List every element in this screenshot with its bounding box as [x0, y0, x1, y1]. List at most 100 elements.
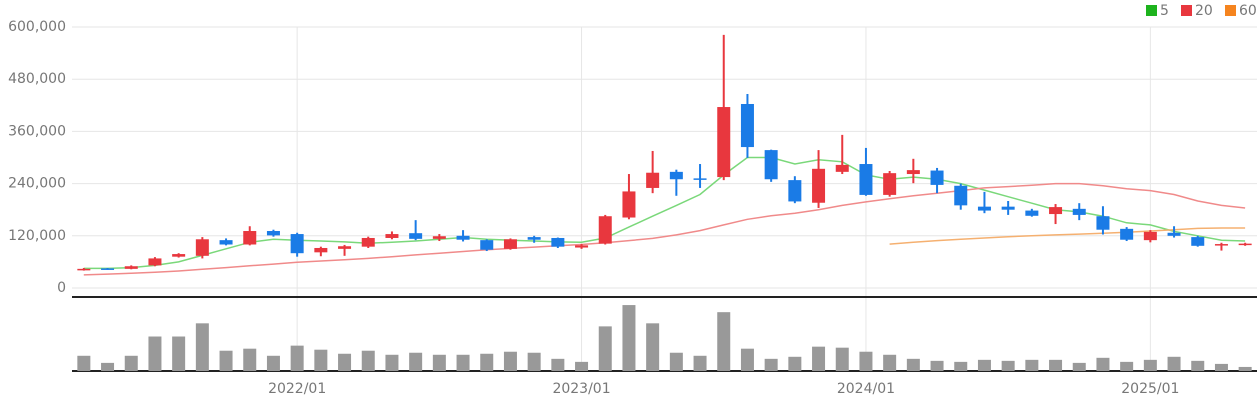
volume-bar — [1096, 357, 1110, 371]
candle-body — [575, 245, 589, 248]
volume-bar — [77, 355, 91, 371]
candle-body — [338, 246, 352, 249]
volume-bar — [812, 346, 826, 371]
candle-body — [219, 240, 233, 245]
volume-bar — [385, 354, 399, 371]
candle-body — [859, 164, 873, 195]
y-tick-label: 0 — [57, 280, 66, 296]
volume-bar — [148, 336, 162, 371]
volume-bar — [1191, 360, 1205, 371]
volume-bar — [219, 350, 233, 371]
legend-label: 20 — [1195, 3, 1213, 19]
ma-line — [83, 182, 1246, 276]
volume-bar — [432, 354, 446, 371]
candle-body — [1120, 228, 1134, 240]
volume-bar — [1167, 356, 1181, 371]
candle-body — [432, 236, 446, 239]
volume-bar — [456, 354, 470, 371]
candle-body — [598, 216, 612, 244]
candle-body — [1214, 244, 1228, 246]
candle-body — [977, 206, 991, 211]
y-tick-label: 120,000 — [8, 228, 66, 244]
volume-bar — [906, 358, 920, 371]
x-tick-label: 2025/01 — [1121, 381, 1179, 397]
candle-body — [503, 239, 517, 249]
volume-bar — [669, 352, 683, 371]
volume-bar — [954, 361, 968, 371]
volume-bar — [503, 351, 517, 371]
candle-body — [314, 247, 328, 253]
candle-body — [1025, 210, 1039, 216]
volume-bar — [124, 355, 138, 371]
legend-swatch — [1225, 5, 1236, 16]
volume-bar — [622, 305, 636, 371]
candle-body — [1096, 216, 1110, 230]
volume-bar — [598, 326, 612, 371]
candle-body — [788, 180, 802, 202]
volume-bar — [1072, 362, 1086, 371]
candle-body — [906, 170, 920, 175]
volume-bar — [883, 354, 897, 371]
candle-body — [195, 239, 209, 256]
candle-body — [290, 234, 304, 254]
candle-body — [527, 237, 541, 240]
candle-body — [101, 268, 115, 270]
candle-body — [480, 240, 494, 250]
x-tick-label: 2023/01 — [552, 381, 610, 397]
ma-line — [889, 227, 1246, 245]
legend-swatch — [1181, 5, 1192, 16]
x-tick-label: 2022/01 — [268, 381, 326, 397]
candle-body — [883, 173, 897, 195]
volume-bar — [1025, 359, 1039, 371]
volume-bar — [788, 356, 802, 371]
candle-body — [717, 107, 731, 178]
legend-swatch — [1146, 5, 1157, 16]
candle-body — [409, 233, 423, 239]
candle-body — [693, 178, 707, 180]
candle-body — [551, 237, 565, 247]
volume-bar — [480, 353, 494, 371]
candle-body — [172, 254, 186, 257]
candle-body — [243, 231, 257, 245]
volume-bar — [1120, 361, 1134, 371]
y-tick-label: 480,000 — [8, 71, 66, 87]
volume-bar — [266, 355, 280, 371]
y-tick-label: 360,000 — [8, 123, 66, 139]
y-tick-label: 240,000 — [8, 176, 66, 192]
candle-body — [124, 266, 138, 269]
candle-body — [1191, 237, 1205, 246]
candle-body — [385, 234, 399, 238]
candle-body — [1238, 243, 1252, 246]
volume-bar — [243, 348, 257, 371]
candle-body — [622, 191, 636, 218]
volume-bar — [101, 362, 115, 371]
candle-body — [835, 164, 849, 172]
candle-body — [1143, 231, 1157, 241]
volume-bar — [930, 360, 944, 371]
volume-bar — [172, 336, 186, 371]
volume-bar — [409, 352, 423, 371]
candle-body — [930, 170, 944, 185]
legend-label: 60 — [1239, 3, 1257, 19]
volume-bar — [764, 358, 778, 371]
candle-body — [1049, 207, 1063, 215]
candle-body — [1072, 208, 1086, 215]
candle-body — [812, 168, 826, 203]
candle-body — [646, 172, 660, 188]
candle-body — [456, 235, 470, 240]
candle-body — [669, 171, 683, 180]
candle-body — [148, 258, 162, 266]
candle-body — [1167, 232, 1181, 236]
volume-bar — [290, 345, 304, 371]
volume-bar — [835, 347, 849, 371]
ma-line — [83, 156, 1246, 270]
volume-bar — [314, 349, 328, 371]
volume-bar — [361, 350, 375, 371]
legend-label: 5 — [1160, 3, 1169, 19]
volume-bar — [338, 353, 352, 371]
candle-body — [764, 150, 778, 180]
volume-bar — [717, 312, 731, 371]
volume-bar — [1143, 359, 1157, 371]
y-tick-label: 600,000 — [8, 19, 66, 35]
